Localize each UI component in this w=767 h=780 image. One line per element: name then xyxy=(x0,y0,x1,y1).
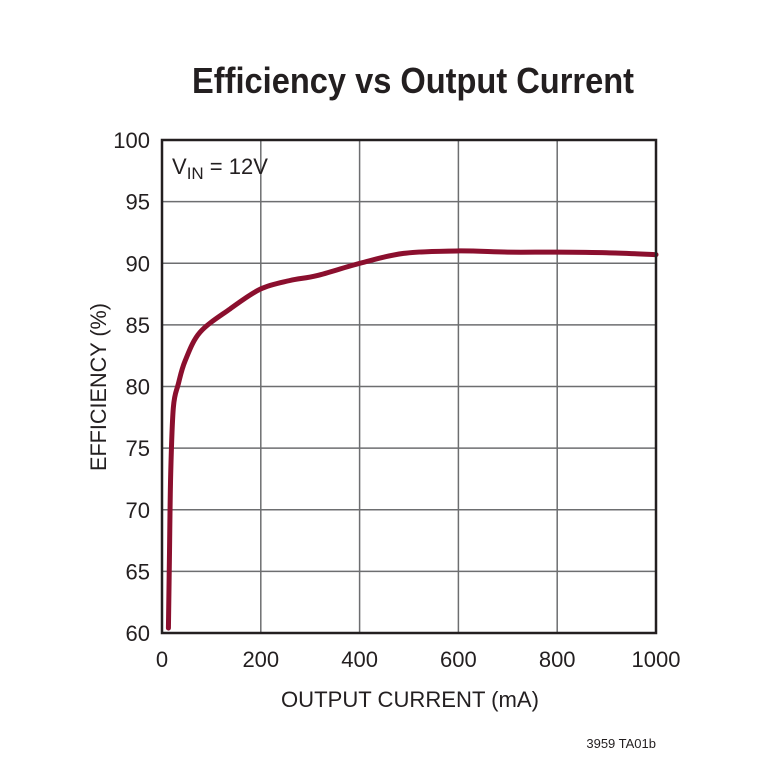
x-axis-label: OUTPUT CURRENT (mA) xyxy=(281,687,539,712)
x-tick-label: 0 xyxy=(156,647,168,672)
y-tick-label: 80 xyxy=(126,375,150,400)
vin-annotation: VIN = 12V xyxy=(172,154,268,183)
y-tick-label: 100 xyxy=(113,128,150,153)
figure-footnote: 3959 TA01b xyxy=(586,736,656,751)
y-axis-label: EFFICIENCY (%) xyxy=(86,303,111,471)
y-tick-label: 70 xyxy=(126,498,150,523)
y-tick-label: 95 xyxy=(126,190,150,215)
x-tick-label: 1000 xyxy=(632,647,681,672)
y-tick-label: 85 xyxy=(126,313,150,338)
chart-title: Efficiency vs Output Current xyxy=(192,60,634,101)
y-tick-label: 65 xyxy=(126,559,150,584)
x-tick-label: 800 xyxy=(539,647,576,672)
x-tick-label: 400 xyxy=(341,647,378,672)
x-tick-label: 600 xyxy=(440,647,477,672)
y-tick-label: 60 xyxy=(126,621,150,646)
efficiency-series-line xyxy=(165,248,659,631)
y-tick-label: 75 xyxy=(126,436,150,461)
y-tick-label: 90 xyxy=(126,251,150,276)
plot-frame xyxy=(160,138,658,635)
x-tick-label: 200 xyxy=(242,647,279,672)
